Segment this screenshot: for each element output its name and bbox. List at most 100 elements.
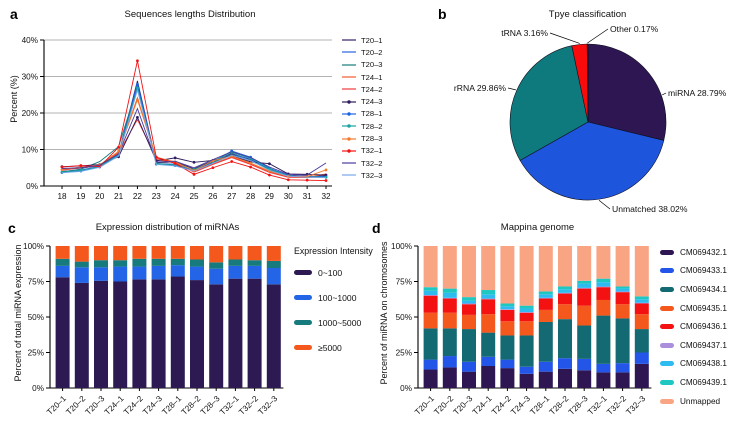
bar-segment-CM069439.1 xyxy=(481,290,496,295)
bar-segment-CM069439.1 xyxy=(462,297,476,301)
slice-label-Other: Other 0.17% xyxy=(610,24,659,34)
swatch-rect xyxy=(660,342,674,348)
series-line-T32–2 xyxy=(61,107,327,176)
bar-segment-1000~5000 xyxy=(74,261,89,268)
data-point xyxy=(79,164,83,167)
bar-segment-CM069437.1 xyxy=(423,294,438,296)
bar-segment-CM069434.1 xyxy=(634,329,649,353)
bar-segment-CM069437.1 xyxy=(500,309,515,310)
pie-slice-miRNA xyxy=(587,43,667,141)
data-point xyxy=(249,161,252,165)
bar-segment-CM069432.1 xyxy=(500,368,515,388)
bar-segment-Unmapped xyxy=(519,246,534,306)
legend-color-swatch xyxy=(660,286,674,292)
x-tick-label: 21 xyxy=(114,192,124,201)
bar-segment-CM069435.1 xyxy=(519,321,534,336)
legend-label: CM069439.1 xyxy=(680,377,727,387)
legend-label: 1000~5000 xyxy=(318,317,362,328)
x-category-label: T28–1 xyxy=(160,394,183,417)
legend-line-swatch xyxy=(342,76,356,78)
bar-segment-Unmapped xyxy=(462,246,476,298)
x-category-label: T28–1 xyxy=(528,394,551,417)
bar-segment-CM069439.1 xyxy=(538,291,553,295)
bar-segment-CM069433.1 xyxy=(481,356,496,366)
slice-label-miRNA: miRNA 28.79% xyxy=(668,88,727,98)
bar-segment-CM069438.1 xyxy=(500,306,515,310)
legend-line-swatch xyxy=(342,136,356,141)
legend-item-T24–3: T24–3 xyxy=(341,95,383,107)
bar-segment-1000~5000 xyxy=(190,259,204,267)
bar-segment-CM069433.1 xyxy=(634,352,649,364)
bar-segment-1000~5000 xyxy=(170,258,185,266)
bar-segment-≥5000 xyxy=(247,246,262,261)
bar-segment-Unmapped xyxy=(596,246,611,279)
data-point xyxy=(268,173,271,177)
bar-segment-0~100 xyxy=(170,276,185,388)
bar-segment-CM069438.1 xyxy=(634,299,649,303)
legend-label: T24–2 xyxy=(361,84,383,94)
legend-line-swatch xyxy=(342,162,356,164)
bar-segment-0~100 xyxy=(94,280,108,388)
x-category-label: T20–3 xyxy=(84,394,107,417)
legend-item-T32–1: T32–1 xyxy=(341,145,383,157)
x-tick-label: 18 xyxy=(57,192,67,201)
x-category-label: T24–2 xyxy=(122,394,145,417)
legend-item-T20–3: T20–3 xyxy=(341,59,383,71)
bar-segment-CM069432.1 xyxy=(462,371,476,388)
genome-legend: CM069432.1 CM069433.1 CM069434.1 CM069435.1… xyxy=(660,243,727,410)
swatch-rect xyxy=(660,398,674,404)
bar-segment-CM069434.1 xyxy=(558,319,572,359)
pie-slice-Unmatched xyxy=(519,121,665,201)
legend-label: T32–1 xyxy=(361,146,383,156)
line-chart-legend: T20–1 T20–2 T20–3 T24–1 T24–2 T24–3 T28–1 T28–2… xyxy=(341,34,383,182)
legend-item-Unmapped: Unmapped xyxy=(660,392,727,411)
bar-segment-CM069435.1 xyxy=(442,312,457,329)
data-point xyxy=(136,98,139,102)
bar-segment-100~1000 xyxy=(247,265,262,279)
bar-segment-CM069433.1 xyxy=(500,359,515,369)
x-category-label: T24–2 xyxy=(490,394,513,417)
legend-line-swatch xyxy=(342,64,356,66)
bar-segment-≥5000 xyxy=(151,246,166,259)
bar-segment-CM069436.1 xyxy=(615,292,630,305)
data-point xyxy=(173,161,177,165)
legend-item-T28–2: T28–2 xyxy=(341,120,383,132)
y-tick-label: 0% xyxy=(400,384,412,393)
swatch-rect xyxy=(660,249,674,255)
bar-segment-CM069439.1 xyxy=(577,280,592,284)
legend-item-0~100: 0~100 xyxy=(294,260,373,285)
x-tick-label: 20 xyxy=(95,192,105,201)
bar-segment-≥5000 xyxy=(74,246,89,262)
data-point xyxy=(324,179,328,182)
slice-label-rRNA: rRNA 29.86% xyxy=(454,83,506,93)
bar-segment-CM069432.1 xyxy=(558,368,572,388)
y-tick-label: 25% xyxy=(396,349,412,358)
x-tick-label: 25 xyxy=(189,192,199,201)
bar-segment-CM069432.1 xyxy=(577,370,592,388)
bar-segment-CM069438.1 xyxy=(519,308,534,313)
x-tick-label: 32 xyxy=(321,192,331,201)
legend-label: CM069434.1 xyxy=(680,284,727,294)
legend-item-T24–1: T24–1 xyxy=(341,71,383,83)
swatch-rect xyxy=(660,379,674,385)
data-point xyxy=(136,86,139,90)
legend-label: 0~100 xyxy=(318,267,343,278)
bar-segment-1000~5000 xyxy=(113,260,128,267)
data-point xyxy=(305,178,309,182)
bar-segment-100~1000 xyxy=(266,268,281,285)
x-category-label: T20–1 xyxy=(413,394,436,417)
y-tick-label: 0% xyxy=(32,384,44,393)
bar-segment-CM069438.1 xyxy=(462,300,476,304)
bar-segment-≥5000 xyxy=(170,246,185,259)
x-category-label: T32–2 xyxy=(605,394,628,417)
legend-item-T20–2: T20–2 xyxy=(341,46,383,58)
x-tick-label: 31 xyxy=(303,192,313,201)
bar-segment-≥5000 xyxy=(228,246,243,260)
bar-segment-CM069438.1 xyxy=(538,294,553,298)
legend-item-T28–3: T28–3 xyxy=(341,132,383,144)
bar-segment-100~1000 xyxy=(94,267,108,281)
y-tick-label: 50% xyxy=(396,313,412,322)
bar-segment-0~100 xyxy=(55,277,70,388)
legend-color-swatch xyxy=(660,342,674,348)
legend-item-CM069437.1: CM069437.1 xyxy=(660,336,727,355)
